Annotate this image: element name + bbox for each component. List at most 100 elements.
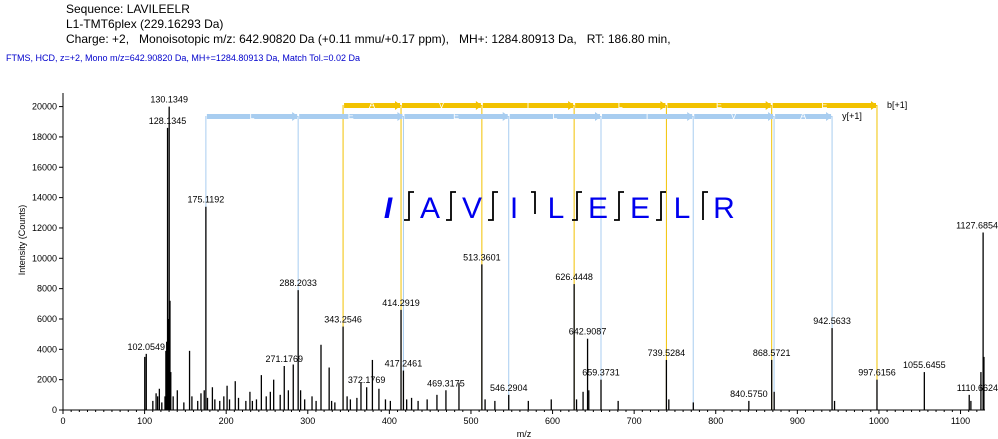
ion-bar: [299, 114, 403, 119]
y-tick-label: 14000: [32, 193, 57, 203]
sequence-residue: V: [462, 192, 482, 225]
fragment-bracket: [656, 191, 666, 221]
peak-label: 659.3731: [582, 368, 620, 378]
ion-bar: [206, 114, 298, 119]
ion-arrow: [826, 112, 833, 121]
peak-label: 102.0549: [127, 342, 165, 352]
peak-label: 1110.6624: [957, 383, 998, 393]
axes: 0200040006000800010000120001400016000180…: [32, 93, 985, 426]
ion-bar: [575, 103, 666, 108]
x-tick-label: 1000: [869, 416, 889, 426]
peak-label: 175.1192: [187, 195, 224, 205]
ion-bar: [482, 103, 574, 108]
sequence-residue: I: [510, 192, 518, 225]
charge-line: Charge: +2, Monoisotopic m/z: 642.90820 …: [66, 32, 671, 46]
x-tick-label: 600: [545, 416, 560, 426]
ion-arrow: [870, 101, 877, 110]
ion-arrow: [768, 112, 775, 121]
peak-label: 128.1345: [149, 116, 187, 126]
peak-label: 372.1769: [348, 375, 386, 385]
fragment-bracket: [404, 191, 414, 221]
ion-series-label: b[+1]: [887, 100, 907, 110]
ion-bar: [509, 114, 601, 119]
ion-residue-label: I: [646, 111, 649, 121]
ion-bar: [402, 103, 481, 108]
ion-arrow: [568, 101, 575, 110]
peak-label: 271.1769: [265, 354, 303, 364]
peak-label: 288.2033: [279, 278, 317, 288]
peak-labels: 130.1349 128.1345 175.1192 102.0549 271.1769…: [127, 95, 998, 399]
sequence-residue: A: [420, 192, 440, 225]
y-tick-label: 12000: [32, 223, 57, 233]
y-axis-label: Intensity (Counts): [17, 205, 27, 276]
peak-label: 414.2919: [382, 298, 420, 308]
sequence-line: Sequence: LAVILEELR: [66, 2, 190, 16]
ion-residue-label: I: [527, 100, 530, 110]
ion-bar: [775, 114, 832, 119]
ion-residue-label: V: [438, 100, 444, 110]
ion-residue-label: L: [552, 111, 557, 121]
peak-label: 469.3175: [427, 378, 465, 388]
ion-arrow: [502, 112, 509, 121]
x-tick-label: 200: [219, 416, 234, 426]
ion-arrow: [687, 112, 694, 121]
y-tick-label: 4000: [37, 344, 57, 354]
fragment-bracket: [702, 191, 708, 220]
ion-bar: [772, 103, 876, 108]
modification-line: L1-TMT6plex (229.16293 Da): [66, 17, 224, 31]
ion-residue-label: V: [731, 111, 737, 121]
peak-label: 739.5284: [648, 348, 686, 358]
ion-arrow: [292, 112, 299, 121]
ion-bar: [602, 114, 693, 119]
x-tick-label: 1100: [951, 416, 970, 426]
y-tick-label: 10000: [32, 253, 57, 263]
peak-label: 343.2546: [324, 315, 362, 325]
y-tick-label: 20000: [32, 102, 57, 112]
ion-bar: [344, 103, 401, 108]
peak-label: 417.2461: [385, 359, 423, 369]
peak-label: 1055.6455: [903, 360, 946, 370]
peak-label: 513.3601: [463, 252, 501, 262]
y-tick-label: 6000: [37, 314, 57, 324]
ion-bar: [667, 103, 771, 108]
peak-label: 642.9087: [569, 327, 607, 337]
sequence-residue: L: [674, 192, 691, 225]
sequence-residue: R: [713, 192, 735, 225]
sequence-residue: I: [384, 192, 393, 225]
x-tick-label: 500: [463, 416, 478, 426]
ion-residue-label: L: [618, 100, 623, 110]
ion-arrow: [475, 101, 482, 110]
peak-label: 942.5633: [813, 316, 851, 326]
sequence-residue: E: [588, 192, 608, 225]
peak-label: 840.5750: [730, 389, 768, 399]
ion-arrow: [765, 101, 772, 110]
x-tick-label: 300: [300, 416, 315, 426]
x-tick-label: 100: [137, 416, 152, 426]
y-tick-label: 2000: [37, 375, 57, 385]
y-tick-label: 0: [52, 405, 57, 415]
ion-arrow: [395, 101, 402, 110]
ion-series-label: y[+1]: [842, 111, 862, 121]
ion-arrow: [595, 112, 602, 121]
scan-info-line: FTMS, HCD, z=+2, Mono m/z=642.90820 Da, …: [6, 53, 361, 63]
x-tick-label: 700: [627, 416, 642, 426]
ion-arrow: [660, 101, 667, 110]
peak-label: 1127.6854: [956, 221, 998, 231]
x-axis-label: m/z: [517, 429, 532, 439]
ion-bar: [694, 114, 774, 119]
fragment-bracket: [488, 191, 498, 221]
ion-arrow: [397, 112, 404, 121]
peak-label: 997.6156: [858, 368, 896, 378]
y-tick-label: 16000: [32, 162, 57, 172]
sequence-residue: E: [630, 192, 650, 225]
ion-residue-label: E: [348, 111, 354, 121]
peak-label: 546.2904: [490, 383, 528, 393]
peak-label: 868.5721: [753, 348, 791, 358]
y-tick-label: 8000: [37, 284, 57, 294]
ion-residue-label: A: [800, 111, 806, 121]
ion-residue-label: E: [716, 100, 722, 110]
x-tick-label: 800: [708, 416, 723, 426]
